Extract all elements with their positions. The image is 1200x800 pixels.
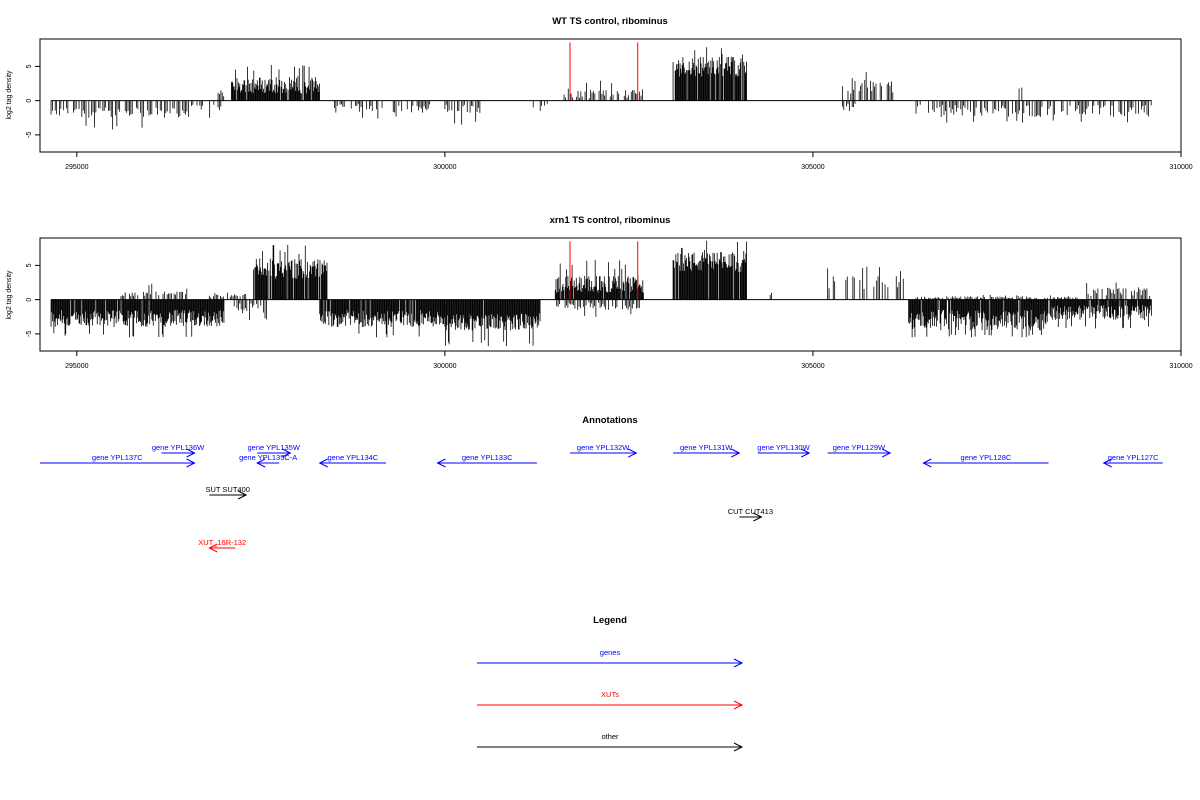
annotations-title: Annotations (582, 415, 637, 426)
annotation-feature: gene YPL127C (1102, 453, 1163, 468)
feature-label: gene YPL129W (833, 443, 886, 452)
legend-item-genes: genes (477, 648, 744, 668)
legend-title: Legend (593, 615, 627, 626)
legend-label: genes (600, 648, 621, 657)
wt-density-panel: WT TS control, ribominus log2 tag densit… (6, 16, 1193, 171)
annotation-feature: CUT CUT413 (728, 507, 773, 522)
feature-label: CUT CUT413 (728, 507, 773, 516)
x-tick-label: 295000 (65, 164, 88, 171)
legend-items: genes XUTs other (477, 648, 744, 752)
series-plus (120, 240, 1151, 300)
axes: 295000 300000 305000 310000 -5 0 5 (26, 42, 1193, 171)
y-tick-label: 5 (26, 64, 33, 68)
feature-label: gene YPL130W (757, 443, 810, 452)
feature-arrow (757, 448, 811, 458)
annotation-feature: gene YPL131W (673, 443, 741, 458)
annotation-feature: gene YPL130W (757, 443, 811, 458)
feature-arrow (161, 448, 196, 458)
annotation-feature: gene YPL128C (922, 453, 1049, 468)
legend-item-XUTs: XUTs (477, 690, 744, 710)
feature-arrow (257, 448, 292, 458)
y-tick-label: 0 (26, 298, 33, 302)
feature-label: gene YPL128C (961, 453, 1012, 462)
x-tick-label: 305000 (801, 164, 824, 171)
panel-title: xrn1 TS control, ribominus (550, 215, 671, 226)
y-tick-label: 5 (26, 263, 33, 267)
y-axis-label: log2 tag density (6, 270, 13, 320)
feature-label: XUT_16R-132 (198, 538, 246, 547)
feature-arrow (318, 458, 386, 468)
legend-label: XUTs (601, 690, 619, 699)
x-tick-label: 300000 (433, 164, 456, 171)
y-tick-label: 0 (26, 99, 33, 103)
feature-arrow (1102, 458, 1163, 468)
y-tick-label: -5 (26, 132, 33, 138)
feature-label: gene YPL136W (152, 443, 205, 452)
x-tick-label: 300000 (433, 363, 456, 370)
x-tick-label: 310000 (1169, 164, 1192, 171)
feature-label: gene YPL133C (462, 453, 513, 462)
feature-arrow (256, 458, 280, 468)
feature-label: gene YPL135W (248, 443, 301, 452)
feature-arrow (40, 458, 196, 468)
xrn1-density-panel: xrn1 TS control, ribominus log2 tag dens… (6, 215, 1193, 370)
feature-label: gene YPL131W (680, 443, 733, 452)
annotation-feature: gene YPL133C (436, 453, 537, 468)
feature-arrow (827, 448, 892, 458)
legend-arrow (477, 742, 744, 752)
axes: 295000 300000 305000 310000 -5 0 5 (26, 241, 1193, 370)
annotations-track: Annotations gene YPL137C gene YPL136W gene… (40, 415, 1163, 553)
feature-arrow (922, 458, 1049, 468)
series-minus (50, 100, 1152, 130)
annotation-feature: XUT_16R-132 (198, 538, 246, 553)
series-plus (217, 47, 1023, 101)
feature-label: gene YPL132W (577, 443, 630, 452)
annotation-feature: gene YPL135W (248, 443, 301, 458)
legend-item-other: other (477, 732, 744, 752)
feature-arrow (673, 448, 741, 458)
annotation-feature: gene YPL129W (827, 443, 892, 458)
plot-frame (39, 38, 1182, 153)
feature-label: gene YPL134C (327, 453, 378, 462)
feature-label: gene YPL127C (1108, 453, 1159, 462)
legend-label: other (601, 732, 619, 741)
y-tick-label: -5 (26, 331, 33, 337)
x-tick-label: 295000 (65, 363, 88, 370)
legend-arrow (477, 700, 744, 710)
annotation-feature: SUT SUT400 (205, 485, 250, 500)
feature-label: gene YPL135C-A (239, 453, 297, 462)
legend-arrow (477, 658, 744, 668)
feature-arrow (209, 490, 248, 500)
annotation-feature: gene YPL132W (570, 443, 638, 458)
annotation-feature: gene YPL136W (152, 443, 205, 458)
y-axis-label: log2 tag density (6, 70, 13, 120)
x-tick-label: 305000 (801, 363, 824, 370)
feature-label: SUT SUT400 (205, 485, 249, 494)
panel-title: WT TS control, ribominus (552, 16, 668, 27)
x-tick-label: 310000 (1169, 363, 1192, 370)
feature-arrow (208, 543, 236, 553)
density-bars (50, 240, 1152, 347)
feature-arrow (570, 448, 638, 458)
annotation-feature: gene YPL137C (40, 453, 196, 468)
feature-arrow (739, 512, 763, 522)
density-bars (50, 47, 1152, 130)
annotation-feature: gene YPL135C-A (239, 453, 297, 468)
annotation-feature: gene YPL134C (318, 453, 386, 468)
series-minus (50, 299, 1152, 347)
feature-label: gene YPL137C (92, 453, 143, 462)
legend: Legend genes XUTs other (477, 615, 744, 752)
feature-arrow (436, 458, 537, 468)
